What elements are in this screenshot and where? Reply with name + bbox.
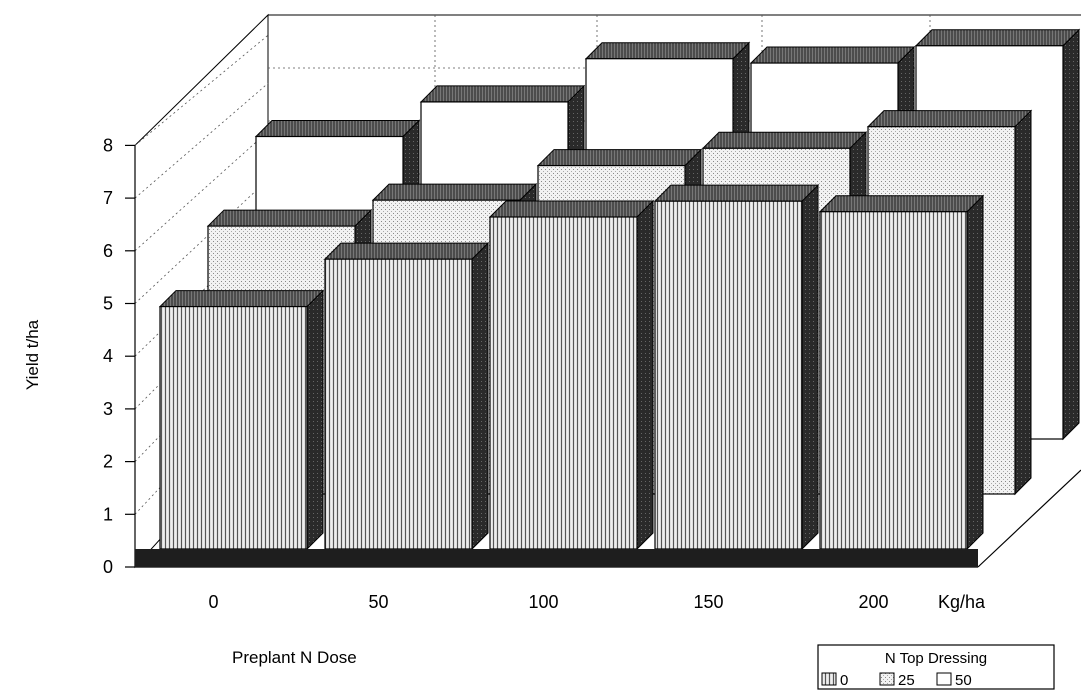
bar (488, 199, 655, 551)
bar-top (701, 131, 868, 149)
bar-top (536, 149, 703, 167)
y-tick-label: 4 (103, 346, 113, 366)
x-axis-title: Preplant N Dose (232, 648, 357, 667)
gridline-side (134, 83, 269, 199)
legend-label-0: 0 (840, 672, 848, 689)
bar-top (419, 85, 586, 103)
bar-top (158, 290, 325, 308)
x-unit-label: Kg/ha (938, 592, 986, 612)
legend-label-25: 25 (898, 672, 915, 689)
y-tick-label: 6 (103, 241, 113, 261)
bar-front (159, 305, 308, 550)
bar-side (966, 194, 984, 551)
bar-front (489, 216, 638, 550)
y-tick-label: 3 (103, 399, 113, 419)
bar-top (866, 110, 1033, 128)
bar-top (206, 209, 373, 227)
y-axis-title: Yield t/ha (23, 319, 42, 390)
y-tick-label: 7 (103, 188, 113, 208)
y-tick-label: 2 (103, 452, 113, 472)
bar-side (306, 289, 324, 551)
legend-label-50: 50 (955, 672, 972, 689)
gridline-side (134, 179, 269, 304)
bar-front (819, 211, 968, 550)
bar (158, 289, 325, 551)
y-tick-label: 5 (103, 294, 113, 314)
bar-top (323, 242, 490, 260)
x-tick-label: 0 (208, 592, 218, 612)
gridline-side (134, 34, 269, 146)
legend: N Top Dressing 0 25 50 (817, 644, 1055, 690)
bar (323, 241, 490, 551)
legend-swatch-0 (821, 672, 837, 686)
bar-side (801, 183, 819, 551)
legend-swatch-25 (879, 672, 895, 686)
bar-top (653, 184, 820, 202)
bar-top (749, 46, 916, 64)
bar-top (584, 42, 751, 60)
x-axis: 0 50 100 150 200 (208, 592, 888, 612)
x-tick-label: 50 (368, 592, 388, 612)
series-0 (158, 183, 985, 551)
bar-top (914, 29, 1081, 47)
floor-shadow (135, 549, 978, 567)
y-tick-label: 8 (103, 135, 113, 155)
legend-box (817, 644, 1055, 690)
bar-side (471, 241, 489, 551)
bar-top (371, 183, 538, 201)
y-tick-label: 0 (103, 557, 113, 577)
bar-top (818, 195, 985, 213)
x-tick-label: 200 (858, 592, 888, 612)
x-tick-label: 100 (528, 592, 558, 612)
bar-top (488, 200, 655, 218)
y-tick-label: 1 (103, 504, 113, 524)
bar-front (324, 258, 473, 550)
bar (818, 194, 985, 551)
bar-side (1014, 109, 1032, 496)
bar-side (1062, 28, 1080, 441)
legend-title: N Top Dressing (885, 650, 987, 667)
y-axis: 0 1 2 3 4 5 6 7 8 (103, 135, 136, 577)
legend-swatch-50 (936, 672, 952, 686)
bar-front (654, 200, 803, 550)
bar-side (636, 199, 654, 551)
floor-right-edge (977, 469, 1081, 568)
bar (653, 183, 820, 551)
x-tick-label: 150 (693, 592, 723, 612)
bars (135, 28, 1081, 567)
bar-top (254, 120, 421, 138)
gridline-side (134, 227, 269, 357)
